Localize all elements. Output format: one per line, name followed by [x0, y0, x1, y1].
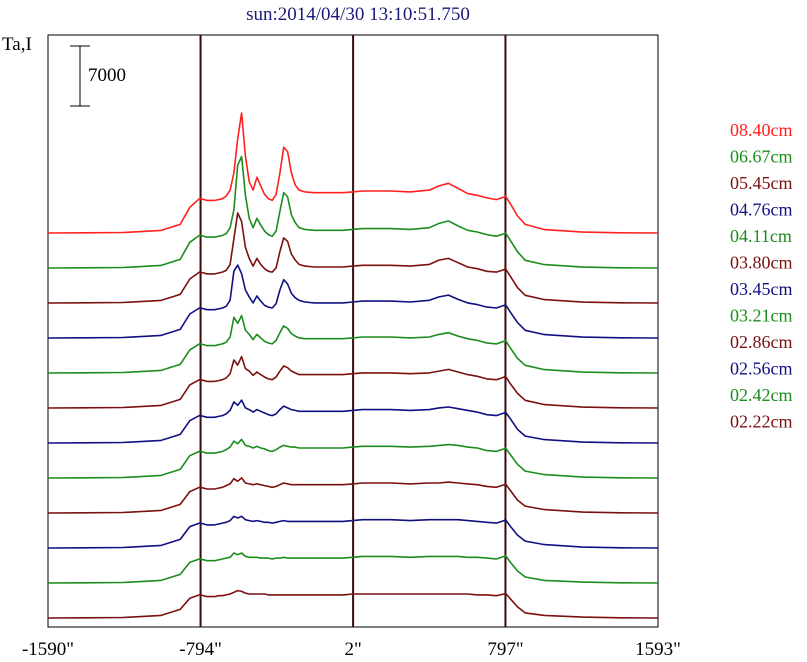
series-line-04.11cm — [47, 314, 659, 374]
legend-entry: 04.11cm — [730, 226, 792, 246]
legend: 08.40cm 06.67cm 05.45cm 04.76cm 04.11cm 03.80… — [730, 120, 793, 432]
series-line-08.40cm — [47, 112, 659, 234]
vertical-marker-lines — [199, 35, 507, 627]
series-line-04.76cm — [47, 264, 659, 339]
series-line-02.42cm — [47, 552, 659, 584]
x-tick-labels: -1590" -794" 2" 797" 1593" — [22, 639, 681, 660]
series-line-02.22cm — [47, 589, 659, 619]
scale-bar: 7000 — [70, 45, 126, 107]
legend-entry: 02.42cm — [730, 385, 793, 405]
series-line-03.80cm — [47, 355, 659, 409]
x-tick-label: 2" — [344, 639, 361, 660]
scale-bar-label: 7000 — [88, 65, 126, 86]
legend-entry: 08.40cm — [730, 120, 793, 140]
series-line-02.86cm — [47, 477, 659, 514]
legend-entry: 03.21cm — [730, 306, 793, 326]
series-line-06.67cm — [47, 155, 659, 269]
legend-entry: 02.22cm — [730, 412, 793, 432]
legend-entry: 05.45cm — [730, 173, 793, 193]
x-tick-label: -794" — [179, 639, 222, 660]
legend-entry: 04.76cm — [730, 200, 793, 220]
series-line-05.45cm — [47, 212, 659, 304]
legend-entry: 02.56cm — [730, 359, 793, 379]
legend-entry: 06.67cm — [730, 147, 793, 167]
legend-entry: 03.80cm — [730, 253, 793, 273]
series-line-03.21cm — [47, 438, 659, 479]
x-tick-label: 797" — [487, 639, 523, 660]
y-axis-label: Ta,I — [2, 34, 32, 55]
series-line-02.56cm — [47, 515, 659, 549]
legend-entry: 03.45cm — [730, 279, 793, 299]
x-tick-label: 1593" — [635, 639, 681, 660]
series-line-03.45cm — [47, 399, 659, 444]
series-group — [47, 112, 659, 619]
legend-entry: 02.86cm — [730, 332, 793, 352]
x-tick-label: -1590" — [22, 639, 74, 660]
chart-title: sun:2014/04/30 13:10:51.750 — [246, 4, 470, 25]
